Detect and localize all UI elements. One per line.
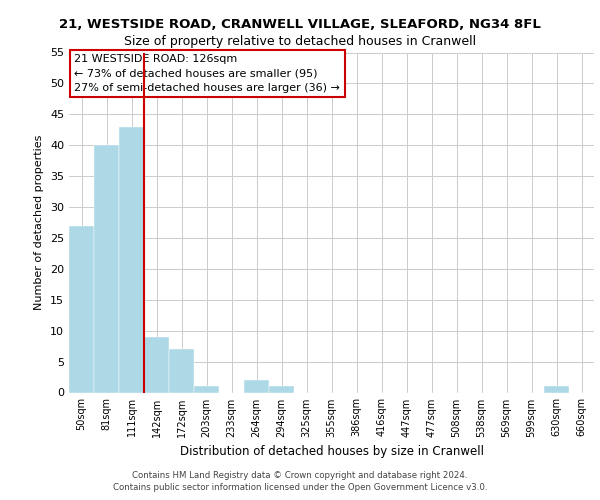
Bar (194, 386, 219, 392)
Bar (169, 349, 194, 393)
Bar (544, 386, 569, 392)
Bar (119, 126, 144, 392)
Bar (269, 386, 294, 392)
Bar (144, 337, 169, 392)
Y-axis label: Number of detached properties: Number of detached properties (34, 135, 44, 310)
Bar (69, 226, 94, 392)
Bar (94, 145, 119, 392)
X-axis label: Distribution of detached houses by size in Cranwell: Distribution of detached houses by size … (179, 445, 484, 458)
Text: Contains HM Land Registry data © Crown copyright and database right 2024.
Contai: Contains HM Land Registry data © Crown c… (113, 471, 487, 492)
Text: Size of property relative to detached houses in Cranwell: Size of property relative to detached ho… (124, 35, 476, 48)
Bar (244, 380, 269, 392)
Text: 21, WESTSIDE ROAD, CRANWELL VILLAGE, SLEAFORD, NG34 8FL: 21, WESTSIDE ROAD, CRANWELL VILLAGE, SLE… (59, 18, 541, 30)
Text: 21 WESTSIDE ROAD: 126sqm
← 73% of detached houses are smaller (95)
27% of semi-d: 21 WESTSIDE ROAD: 126sqm ← 73% of detach… (74, 54, 340, 93)
